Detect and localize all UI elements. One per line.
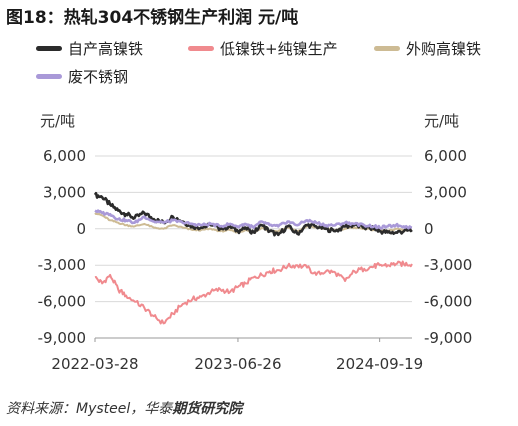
y-tick-label-right: -3,000: [424, 256, 472, 274]
legend-label: 自产高镍铁: [68, 40, 144, 58]
legend-swatch: [374, 46, 400, 51]
y-tick-label-left: 6,000: [43, 147, 86, 165]
y-tick-label-right: -6,000: [424, 293, 472, 311]
legend-swatch: [36, 46, 62, 51]
y-tick-label-left: 0: [76, 220, 86, 238]
y-tick-label-right: -9,000: [424, 329, 472, 347]
y-tick-label-left: -6,000: [38, 293, 86, 311]
y-tick-label-left: 3,000: [43, 183, 86, 201]
legend-label: 外购高镍铁: [406, 40, 482, 58]
y-tick-label-right: 0: [424, 220, 434, 238]
x-tick-label: 2024-09-19: [336, 355, 423, 373]
grid-layer: [95, 155, 412, 339]
legend-swatch: [36, 74, 62, 79]
legend-item: 废不锈钢: [36, 66, 128, 87]
legend-item: 自产高镍铁: [36, 38, 143, 59]
y-tick-label-left: -9,000: [38, 329, 86, 347]
series-line-0: [93, 191, 413, 237]
y-axis-unit-right: 元/吨: [424, 112, 459, 130]
axis-layer: -9,000 -9,000 -6,000 -6,000 -3,000 -3,000 0 0 3,…: [38, 147, 473, 373]
legend-item: 外购高镍铁: [374, 38, 481, 59]
y-axis-unit-left: 元/吨: [40, 112, 75, 130]
y-tick-label-right: 6,000: [424, 147, 467, 165]
source-text-bold: 期货研究院: [172, 401, 243, 417]
series-line-3: [94, 209, 413, 230]
chart-title: 图18：热轧304不锈钢生产利润 元/吨: [6, 8, 299, 28]
series-layer: [93, 191, 413, 325]
y-tick-label-left: -3,000: [38, 256, 86, 274]
x-tick-label: 2023-06-26: [194, 355, 281, 373]
series-line-1: [94, 260, 413, 325]
legend-swatch: [188, 46, 214, 51]
x-tick-label: 2022-03-28: [51, 355, 138, 373]
y-tick-label-right: 3,000: [424, 183, 467, 201]
source-note: 资料来源：Mysteel，华泰期货研究院: [6, 398, 242, 418]
source-text: 资料来源：Mysteel，华泰: [6, 401, 173, 417]
legend-label: 低镍铁+纯镍生产: [220, 40, 338, 58]
legend-label: 废不锈钢: [68, 68, 129, 86]
legend-item: 低镍铁+纯镍生产: [188, 38, 338, 59]
